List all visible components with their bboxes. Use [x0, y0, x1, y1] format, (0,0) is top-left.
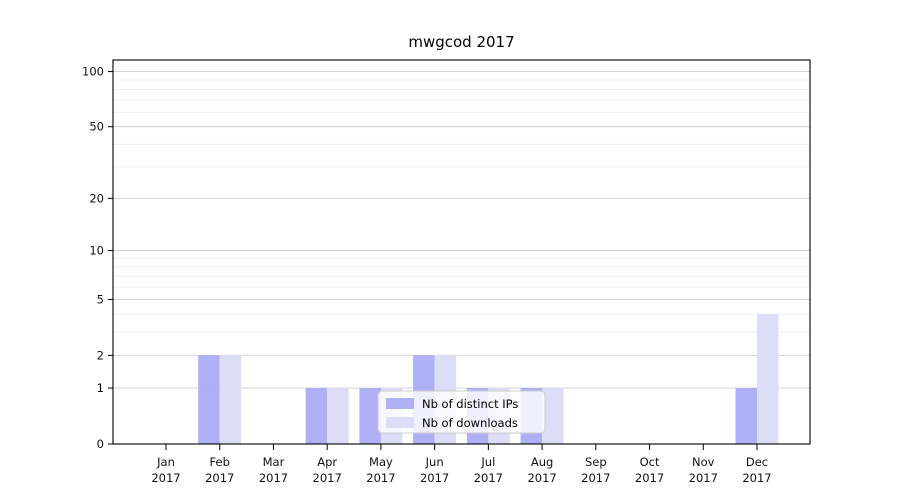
- y-tick-label: 100: [82, 65, 104, 79]
- bar-distinct-ips: [735, 388, 757, 444]
- x-tick-label-month: Jul: [480, 455, 495, 469]
- x-tick-label-year: 2017: [259, 471, 288, 485]
- chart-title: mwgcod 2017: [408, 33, 515, 51]
- x-tick-label-month: Oct: [640, 455, 660, 469]
- legend-box: [377, 390, 546, 434]
- x-tick-label-year: 2017: [313, 471, 342, 485]
- x-tick-label-year: 2017: [527, 471, 556, 485]
- x-tick-label-month: Nov: [692, 455, 715, 469]
- plot-border: [112, 59, 811, 445]
- x-tick-label-month: Sep: [585, 455, 607, 469]
- x-tick-label-month: Apr: [317, 455, 337, 469]
- y-tick-label: 10: [89, 243, 104, 257]
- bar-downloads: [757, 314, 779, 444]
- x-tick-label-month: Jun: [425, 455, 444, 469]
- x-tick-label-year: 2017: [635, 471, 664, 485]
- bar-downloads: [327, 388, 349, 444]
- bar-distinct-ips: [198, 355, 220, 444]
- y-tick-label: 20: [89, 191, 104, 205]
- bar-distinct-ips: [305, 388, 328, 444]
- legend-swatch: [386, 417, 414, 428]
- x-tick-label-year: 2017: [742, 471, 771, 485]
- x-tick-label-year: 2017: [474, 471, 503, 485]
- legend-label: Nb of downloads: [422, 416, 518, 430]
- x-tick-label-year: 2017: [689, 471, 718, 485]
- x-tick-label-month: Aug: [531, 455, 553, 469]
- x-tick-label-month: Feb: [210, 455, 230, 469]
- x-tick-label-month: May: [369, 455, 393, 469]
- y-tick-label: 50: [89, 120, 104, 134]
- x-tick-label-year: 2017: [581, 471, 610, 485]
- legend-label: Nb of distinct IPs: [422, 397, 518, 411]
- bar-downloads: [542, 388, 564, 444]
- y-tick-label: 0: [97, 437, 104, 451]
- x-tick-label-year: 2017: [205, 471, 234, 485]
- x-tick-label-year: 2017: [366, 471, 395, 485]
- x-tick-label-month: Jan: [156, 455, 175, 469]
- bar-downloads: [219, 355, 242, 444]
- bar-distinct-ips: [359, 388, 381, 444]
- legend-swatch: [386, 398, 414, 409]
- x-tick-label-month: Mar: [263, 455, 285, 469]
- y-tick-label: 5: [97, 292, 104, 306]
- x-tick-label-year: 2017: [151, 471, 180, 485]
- x-tick-label-month: Dec: [746, 455, 768, 469]
- x-tick-label-year: 2017: [420, 471, 449, 485]
- y-tick-label: 2: [97, 348, 104, 362]
- y-tick-label: 1: [97, 381, 104, 395]
